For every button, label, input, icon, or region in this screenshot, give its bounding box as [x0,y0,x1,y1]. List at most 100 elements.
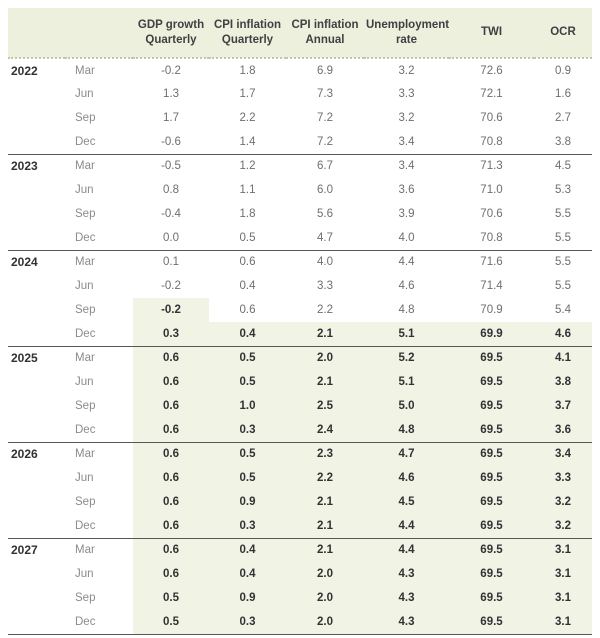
cell-unemployment-rate: 4.5 [364,490,449,514]
cell-gdp-growth-quarterly: 0.6 [133,418,209,442]
cell-ocr: 3.4 [534,441,592,466]
header-month-spacer [65,8,133,59]
cell-ocr: 3.1 [534,562,592,586]
cell-gdp-growth-quarterly: -0.2 [161,280,181,292]
month-label: Dec [75,231,96,244]
cell-unemployment-rate: 5.1 [364,322,449,346]
table-row: Dec -0.6 1.4 7.2 3.4 70.8 3.8 [8,130,592,154]
table-row: Dec 0.0 0.5 4.7 4.0 70.8 5.5 [8,226,592,250]
cell-cpi-inflation-quarterly: 1.8 [239,64,256,77]
year-label: 2023 [8,153,65,178]
cell-cpi-inflation-annual: 2.1 [286,322,364,346]
table-row: 2027 Mar 0.6 0.4 2.1 4.4 69.5 3.1 [8,537,592,562]
cell-twi: 69.5 [449,394,534,418]
month-label: Sep [75,112,96,124]
cell-cpi-inflation-quarterly: 1.0 [209,394,286,418]
header-unemployment-rate: Unemployment rate [364,8,449,59]
cell-unemployment-rate: 3.2 [398,64,415,77]
cell-gdp-growth-quarterly: 0.6 [133,370,209,394]
year-label [8,82,65,106]
table-row: Dec 0.5 0.3 2.0 4.3 69.5 3.1 [8,610,592,635]
cell-cpi-inflation-annual: 2.1 [286,514,364,538]
cell-cpi-inflation-quarterly: 0.4 [209,562,286,586]
cell-cpi-inflation-quarterly: 0.6 [239,304,256,316]
cell-ocr: 5.5 [555,231,571,244]
cell-gdp-growth-quarterly: -0.6 [161,135,181,148]
cell-cpi-inflation-annual: 6.7 [286,153,364,178]
cell-cpi-inflation-annual: 4.7 [317,231,333,244]
month-label: Jun [75,184,94,196]
cell-twi: 69.5 [449,466,534,490]
cell-unemployment-rate: 5.1 [364,370,449,394]
cell-ocr: 5.3 [555,184,571,196]
cell-unemployment-rate: 4.4 [364,537,449,562]
table-row: Sep 0.6 0.9 2.1 4.5 69.5 3.2 [8,490,592,514]
table-row: 2024 Mar 0.1 0.6 4.0 4.4 71.6 5.5 [8,249,592,274]
table-row: 2025 Mar 0.6 0.5 2.0 5.2 69.5 4.1 [8,345,592,370]
cell-cpi-inflation-quarterly: 2.2 [239,112,256,124]
cell-unemployment-rate: 3.4 [364,153,449,178]
cell-ocr: 1.6 [555,88,571,100]
cell-gdp-growth-quarterly: 1.7 [163,112,179,124]
month-label: Dec [75,519,96,532]
year-label [8,178,65,202]
cell-unemployment-rate: 4.8 [398,304,415,316]
cell-cpi-inflation-annual: 2.2 [286,466,364,490]
cell-twi: 71.4 [480,280,503,292]
cell-twi: 69.5 [449,562,534,586]
cell-gdp-growth-quarterly: 0.1 [133,249,209,274]
cell-unemployment-rate: 3.2 [398,112,415,124]
cell-cpi-inflation-annual: 7.2 [317,112,333,124]
cell-ocr: 5.5 [555,280,571,292]
cell-cpi-inflation-quarterly: 1.4 [239,135,256,148]
year-label: 2024 [8,249,65,274]
cell-cpi-inflation-quarterly: 0.6 [209,249,286,274]
year-label [8,394,65,418]
year-label [8,586,65,610]
year-label [8,298,65,322]
cell-twi: 72.6 [480,64,503,77]
table-row: Dec 0.3 0.4 2.1 5.1 69.9 4.6 [8,322,592,346]
year-label [8,274,65,298]
month-label: Mar [65,537,133,562]
cell-cpi-inflation-quarterly: 0.4 [209,322,286,346]
cell-unemployment-rate: 4.6 [364,466,449,490]
cell-gdp-growth-quarterly: 1.3 [163,88,179,100]
cell-gdp-growth-quarterly: -0.2 [161,64,181,77]
cell-cpi-inflation-annual: 6.0 [317,184,333,196]
cell-twi: 70.8 [480,231,503,244]
cell-unemployment-rate: 3.6 [398,184,415,196]
cell-cpi-inflation-annual: 6.9 [317,64,333,77]
cell-gdp-growth-quarterly: 0.6 [133,345,209,370]
projections-table: GDP growth Quarterly CPI inflation Quart… [8,8,592,635]
table-body: 2022 Mar -0.2 1.8 6.9 3.2 72.6 0.9 Jun 1.3 1.7 7.3 3… [8,58,592,635]
month-label: Sep [75,208,96,220]
table-row: Jun 0.8 1.1 6.0 3.6 71.0 5.3 [8,178,592,202]
cell-cpi-inflation-annual: 2.2 [317,304,333,316]
month-label: Jun [75,472,94,484]
cell-twi: 69.9 [449,322,534,346]
month-label: Jun [75,280,94,292]
cell-ocr: 3.3 [534,466,592,490]
cell-ocr: 3.1 [534,610,592,635]
cell-cpi-inflation-quarterly: 0.9 [209,490,286,514]
year-label [8,226,65,250]
cell-gdp-growth-quarterly: 0.6 [133,466,209,490]
cell-unemployment-rate: 4.3 [364,586,449,610]
cell-gdp-growth-quarterly: -0.5 [133,153,209,178]
cell-ocr: 0.9 [555,64,571,77]
cell-unemployment-rate: 4.4 [364,514,449,538]
cell-gdp-growth-quarterly: 0.0 [163,231,179,244]
month-label: Mar [75,64,95,77]
month-label: Sep [75,400,96,412]
cell-twi: 69.5 [449,370,534,394]
cell-ocr: 2.7 [555,112,571,124]
cell-gdp-growth-quarterly: 0.8 [163,184,179,196]
table-row: 2026 Mar 0.6 0.5 2.3 4.7 69.5 3.4 [8,441,592,466]
month-label: Mar [65,441,133,466]
year-label [8,562,65,586]
year-label [8,466,65,490]
cell-cpi-inflation-annual: 2.5 [286,394,364,418]
table-row: Dec 0.6 0.3 2.4 4.8 69.5 3.6 [8,418,592,442]
cell-unemployment-rate: 5.2 [364,345,449,370]
